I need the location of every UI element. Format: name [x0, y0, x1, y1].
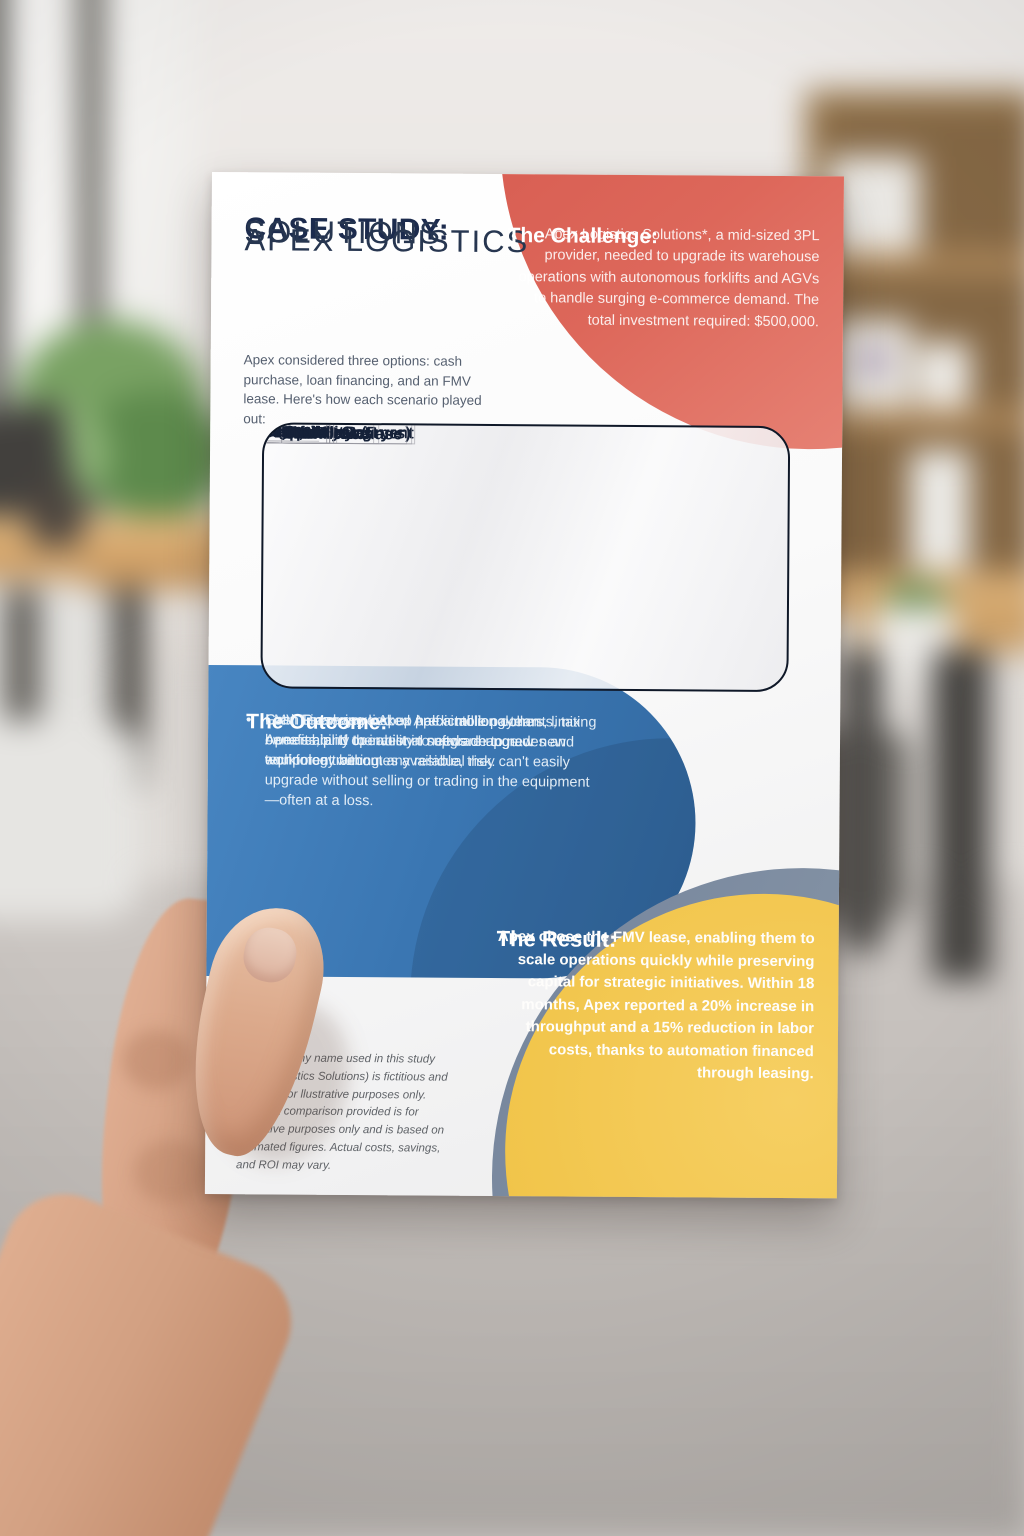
window-frame: [78, 0, 104, 610]
shelf-board: [805, 408, 1024, 430]
chair: [0, 720, 140, 920]
binders: [910, 450, 970, 570]
intro-text: Apex considered three options: cash purc…: [243, 352, 482, 427]
result-body: Apex chose the FMV lease, enabling them …: [497, 928, 815, 1083]
challenge-body: Apex Logistics Solutions*, a mid-sized 3…: [518, 226, 820, 331]
table-leg: [840, 650, 882, 950]
binders: [918, 342, 970, 410]
comparison-table: Option Upfront Cost Monthly Payment Tota…: [260, 422, 791, 693]
table-cell-flexibility: High: [264, 424, 297, 441]
window-frame: [0, 0, 6, 610]
flower: [860, 350, 886, 372]
pencil-cup: [30, 482, 82, 546]
outcome-bullet: FMV Lease gave Apex predictable payments…: [246, 710, 598, 772]
shelf-board: [805, 252, 1024, 274]
table-leg: [932, 650, 990, 980]
title-company-line2: SOLUTIONS: [244, 214, 442, 251]
knuckle-shadow: [122, 1030, 192, 1090]
knuckle-shadow: [134, 1140, 208, 1204]
